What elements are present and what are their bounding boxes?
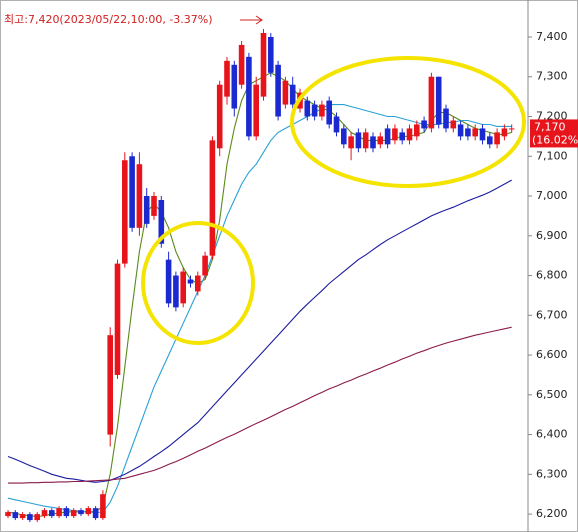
- candle-body: [319, 104, 325, 117]
- candle-body: [202, 255, 208, 276]
- candle-body: [399, 132, 405, 141]
- annotation: 최고:7,420(2023/05/22,10:00, -3.37%): [4, 13, 213, 26]
- candle-body: [355, 132, 362, 149]
- candle-body: [114, 263, 121, 375]
- candle-body: [173, 275, 179, 308]
- change-label: (16.02%): [532, 133, 578, 146]
- candle-body: [209, 140, 216, 256]
- price-label: 7,170: [534, 120, 566, 133]
- candle-body: [246, 56, 252, 137]
- candle-body: [34, 514, 40, 521]
- candle-body: [289, 84, 296, 105]
- candle-body: [450, 120, 457, 129]
- candle-body: [377, 136, 384, 145]
- candle-body: [421, 120, 427, 129]
- candle-body: [333, 116, 340, 133]
- candle-body: [392, 128, 398, 141]
- candle-body: [406, 128, 413, 141]
- candle-body: [282, 80, 289, 105]
- candle-body: [122, 160, 128, 264]
- annotation-arrow: [255, 15, 263, 25]
- candle-body: [158, 199, 165, 244]
- candle-body: [136, 164, 143, 228]
- y-tick-label: 6,600: [536, 348, 568, 361]
- moving-average: [7, 179, 512, 483]
- candle-body: [216, 84, 223, 149]
- y-tick-label: 6,800: [536, 269, 568, 282]
- candle-body: [260, 33, 267, 97]
- y-tick-label: 6,400: [536, 428, 568, 441]
- candle-body: [487, 136, 493, 145]
- candle-body: [129, 156, 135, 228]
- candle-body: [443, 108, 449, 129]
- moving-average: [7, 72, 512, 518]
- candle-body: [143, 196, 150, 224]
- candle-body: [253, 84, 259, 137]
- candle-body: [428, 76, 435, 129]
- y-tick-label: 6,900: [536, 229, 568, 242]
- candle-body: [19, 514, 26, 519]
- y-tick-label: 7,300: [536, 70, 568, 83]
- candle-body: [414, 124, 420, 137]
- candle-body: [5, 512, 11, 517]
- candle-body: [362, 132, 369, 149]
- candle-body: [341, 128, 347, 145]
- y-tick-label: 7,400: [536, 30, 568, 43]
- y-tick-label: 6,300: [536, 467, 568, 480]
- candle-body: [70, 510, 77, 517]
- candle-body: [107, 335, 113, 435]
- candle-body: [56, 508, 62, 517]
- highlight: [290, 56, 526, 188]
- candle-body: [12, 512, 19, 519]
- moving-average: [7, 104, 512, 514]
- candle-body: [195, 275, 201, 292]
- y-tick-label: 6,500: [536, 388, 568, 401]
- highlight: [141, 221, 255, 345]
- y-tick-label: 7,200: [536, 109, 568, 122]
- candle-body: [465, 128, 471, 137]
- candle-body: [311, 104, 318, 117]
- candle-body: [231, 64, 238, 109]
- candle-body: [238, 44, 245, 85]
- candle-body: [187, 279, 194, 284]
- candle-body: [494, 132, 500, 145]
- candle-body: [348, 136, 354, 149]
- candle-body: [472, 128, 478, 137]
- candle-body: [151, 196, 157, 216]
- candle-body: [63, 508, 70, 517]
- candle-body: [268, 36, 274, 73]
- candle-body: [384, 128, 391, 145]
- candle-body: [85, 508, 92, 515]
- y-tick-label: 7,000: [536, 189, 568, 202]
- candle-body: [370, 136, 376, 149]
- candle-body: [457, 124, 464, 137]
- y-tick-label: 7,100: [536, 149, 568, 162]
- plot: [5, 29, 515, 523]
- candle-body: [501, 128, 508, 137]
- candle-body: [165, 259, 172, 304]
- candle-body: [479, 128, 486, 141]
- price-box: [530, 119, 578, 148]
- candle-body: [49, 510, 55, 517]
- candle-body: [224, 60, 230, 97]
- y-tick-label: 6,700: [536, 308, 568, 321]
- y-tick-label: 6,200: [536, 507, 568, 520]
- moving-average: [8, 326, 512, 484]
- candle-body: [304, 100, 311, 117]
- candle-body: [326, 100, 332, 125]
- candle-body: [100, 494, 106, 519]
- candle-body: [92, 508, 99, 519]
- candle-body: [27, 514, 33, 521]
- candle-body: [508, 128, 515, 130]
- candle-body: [41, 510, 48, 517]
- candle-body: [78, 510, 84, 515]
- candle-body: [275, 64, 281, 117]
- candle-body: [180, 271, 186, 304]
- candle-body: [435, 76, 442, 125]
